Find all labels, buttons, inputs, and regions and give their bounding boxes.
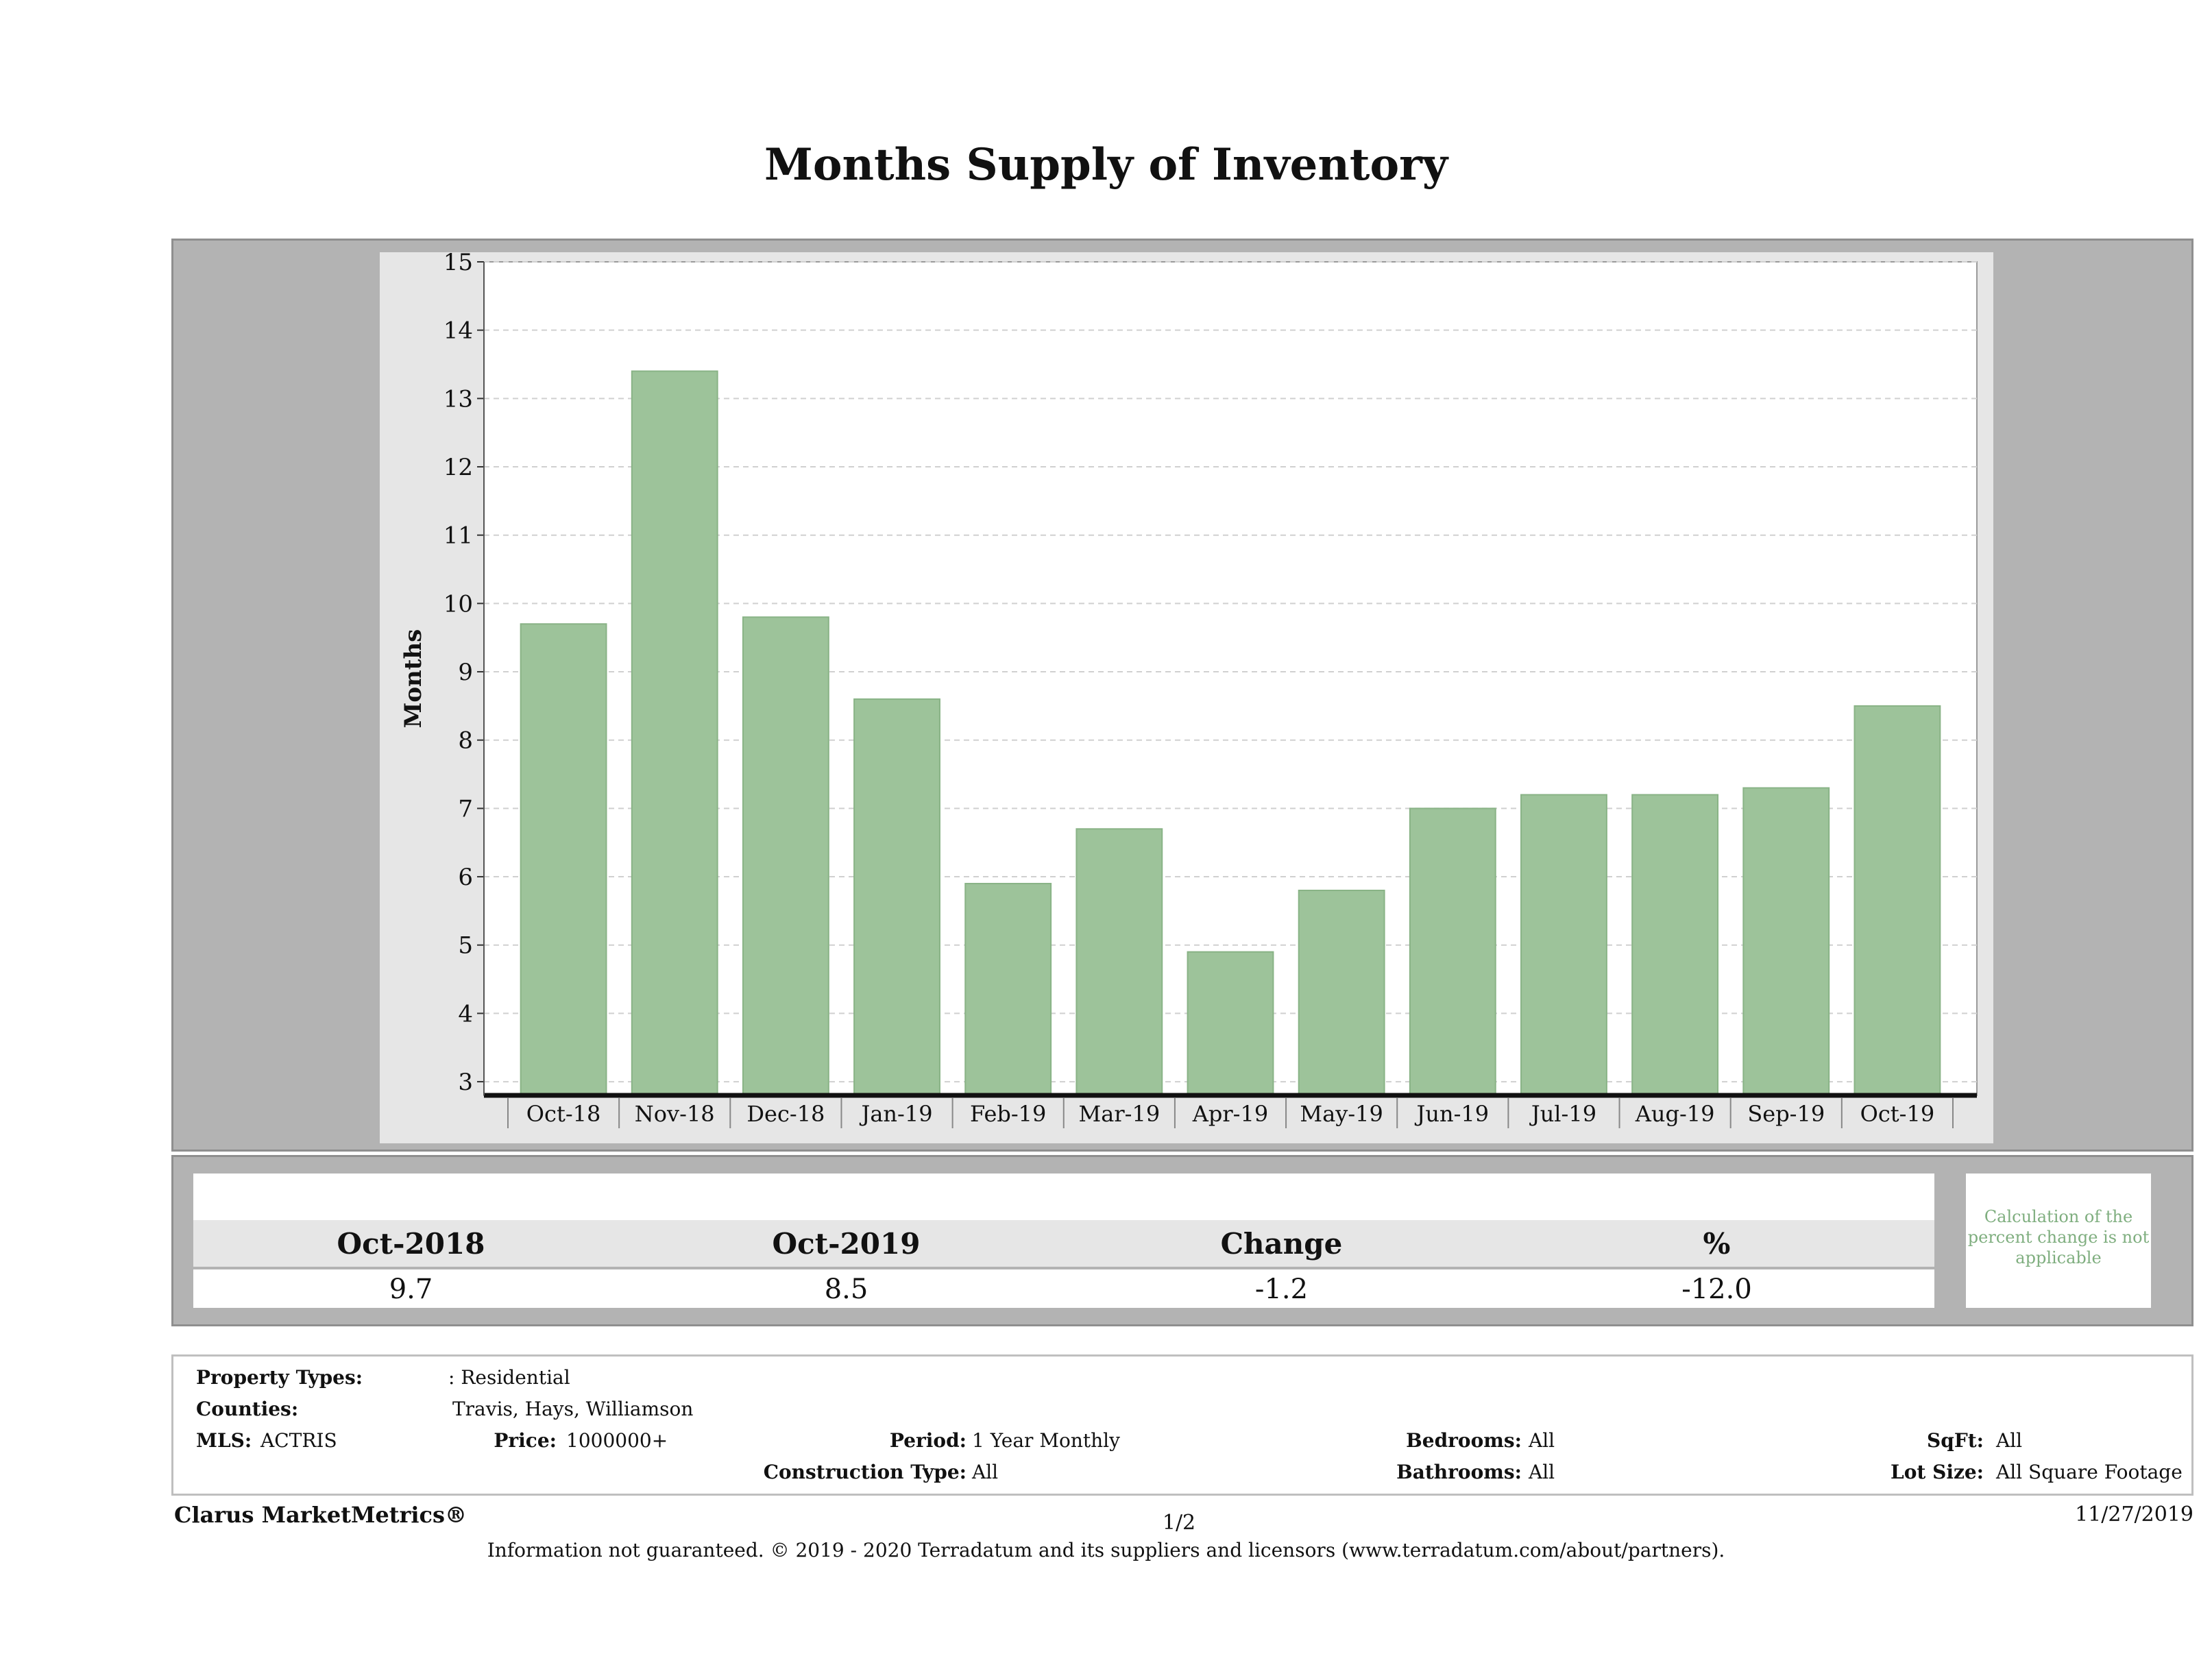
- summary-value-change: -1.2: [1254, 1274, 1309, 1305]
- y-tick-label: 14: [443, 317, 473, 345]
- counties-value: Travis, Hays, Williamson: [452, 1398, 694, 1420]
- price-label: Price:: [494, 1429, 557, 1452]
- summary-header-row: Oct-2018 Oct-2019 Change %: [193, 1220, 1934, 1267]
- percent-change-note: Calculation of the percent change is not…: [1967, 1207, 2150, 1267]
- lot-size-value: All Square Footage: [1996, 1461, 2183, 1483]
- summary-value-oct-2018: 9.7: [389, 1274, 433, 1305]
- bar-oct-19: [1854, 705, 1941, 1096]
- period-value: 1 Year Monthly: [972, 1429, 1120, 1452]
- y-tick-label: 11: [443, 522, 473, 550]
- sqft-label: SqFt:: [1927, 1429, 1984, 1452]
- summary-blank-row: [193, 1174, 1934, 1220]
- y-tick-label: 5: [458, 932, 473, 960]
- percent-note-box: [1966, 1174, 2151, 1308]
- bar-mar-19: [1075, 828, 1163, 1096]
- filters-panel: [171, 1354, 2193, 1496]
- summary-header-oct-2019: Oct-2019: [772, 1227, 921, 1261]
- bar-feb-19: [964, 883, 1052, 1097]
- bedrooms-value: All: [1529, 1429, 1555, 1452]
- x-tick-label: Mar-19: [1079, 1101, 1160, 1127]
- period-label: Period:: [889, 1429, 967, 1452]
- bar-may-19: [1298, 889, 1385, 1096]
- construction-type-label: Construction Type:: [763, 1461, 967, 1483]
- y-tick-label: 9: [458, 659, 473, 686]
- bar-sep-19: [1742, 787, 1830, 1096]
- mls-value: ACTRIS: [260, 1429, 337, 1452]
- bedrooms-label: Bedrooms:: [1406, 1429, 1522, 1452]
- x-tick-label: Oct-18: [526, 1101, 601, 1127]
- sqft-value: All: [1996, 1429, 2023, 1452]
- y-tick-label: 7: [458, 795, 473, 823]
- price-value: 1000000+: [566, 1429, 668, 1452]
- property-types-value: : Residential: [448, 1366, 570, 1389]
- y-tick-label: 8: [458, 727, 473, 755]
- lot-size-label: Lot Size:: [1891, 1461, 1984, 1483]
- x-tick-label: Dec-18: [746, 1101, 825, 1127]
- bar-apr-19: [1187, 951, 1274, 1097]
- y-tick-label: 6: [458, 864, 473, 891]
- construction-type-value: All: [972, 1461, 999, 1483]
- property-types-label: Property Types:: [196, 1366, 363, 1389]
- summary-value-oct-2019: 8.5: [824, 1274, 868, 1305]
- summary-table: Oct-2018 Oct-2019 Change % 9.7 8.5 -1.2 …: [193, 1174, 1934, 1308]
- x-tick-label: Oct-19: [1860, 1101, 1935, 1127]
- y-tick-label: 13: [443, 385, 473, 413]
- x-tick-label: Sep-19: [1747, 1101, 1825, 1127]
- x-tick-label: Jan-19: [860, 1101, 933, 1127]
- months-supply-bar-chart: 3 4 5 6 7 8 9 10 11 12 13 14 15 Oct-18 Nov-18 Dec-18 Jan…: [400, 252, 1978, 1128]
- summary-value-row: 9.7 8.5 -1.2 -12.0: [193, 1269, 1934, 1308]
- bathrooms-value: All: [1529, 1461, 1555, 1483]
- y-tick-label: 15: [443, 252, 473, 276]
- disclaimer: Information not guaranteed. © 2019 - 202…: [487, 1539, 1725, 1561]
- y-tick-label: 3: [458, 1069, 473, 1096]
- y-tick-label: 12: [443, 454, 473, 481]
- y-tick-label: 4: [458, 1000, 473, 1028]
- bar-aug-19: [1631, 794, 1719, 1096]
- brand-name: Clarus MarketMetrics®: [174, 1502, 467, 1528]
- y-tick-label: 10: [443, 590, 473, 618]
- x-tick-label: Jul-19: [1529, 1101, 1596, 1127]
- bar-jul-19: [1520, 794, 1607, 1096]
- report-date: 11/27/2019: [2075, 1503, 2193, 1527]
- x-tick-label: Nov-18: [635, 1101, 715, 1127]
- mls-label: MLS:: [196, 1429, 252, 1452]
- x-tick-label: Apr-19: [1192, 1101, 1268, 1127]
- bar-dec-18: [742, 616, 829, 1096]
- summary-header-oct-2018: Oct-2018: [337, 1227, 485, 1261]
- summary-header-change: Change: [1220, 1227, 1343, 1261]
- summary-header-percent: %: [1703, 1227, 1731, 1261]
- bar-oct-18: [520, 623, 607, 1096]
- bar-nov-18: [631, 370, 718, 1096]
- bar-jun-19: [1409, 807, 1496, 1097]
- bar-jan-19: [853, 698, 940, 1096]
- page-number: 1/2: [1162, 1511, 1196, 1535]
- report-title: Months Supply of Inventory: [764, 139, 1448, 191]
- bathrooms-label: Bathrooms:: [1396, 1461, 1522, 1483]
- x-tick-label: May-19: [1300, 1101, 1383, 1127]
- y-axis-label: Months: [400, 629, 427, 729]
- summary-value-percent: -12.0: [1681, 1274, 1752, 1305]
- x-tick-label: Aug-19: [1635, 1101, 1715, 1127]
- x-tick-label: Jun-19: [1415, 1101, 1490, 1127]
- x-tick-label: Feb-19: [970, 1101, 1046, 1127]
- counties-label: Counties:: [196, 1398, 299, 1420]
